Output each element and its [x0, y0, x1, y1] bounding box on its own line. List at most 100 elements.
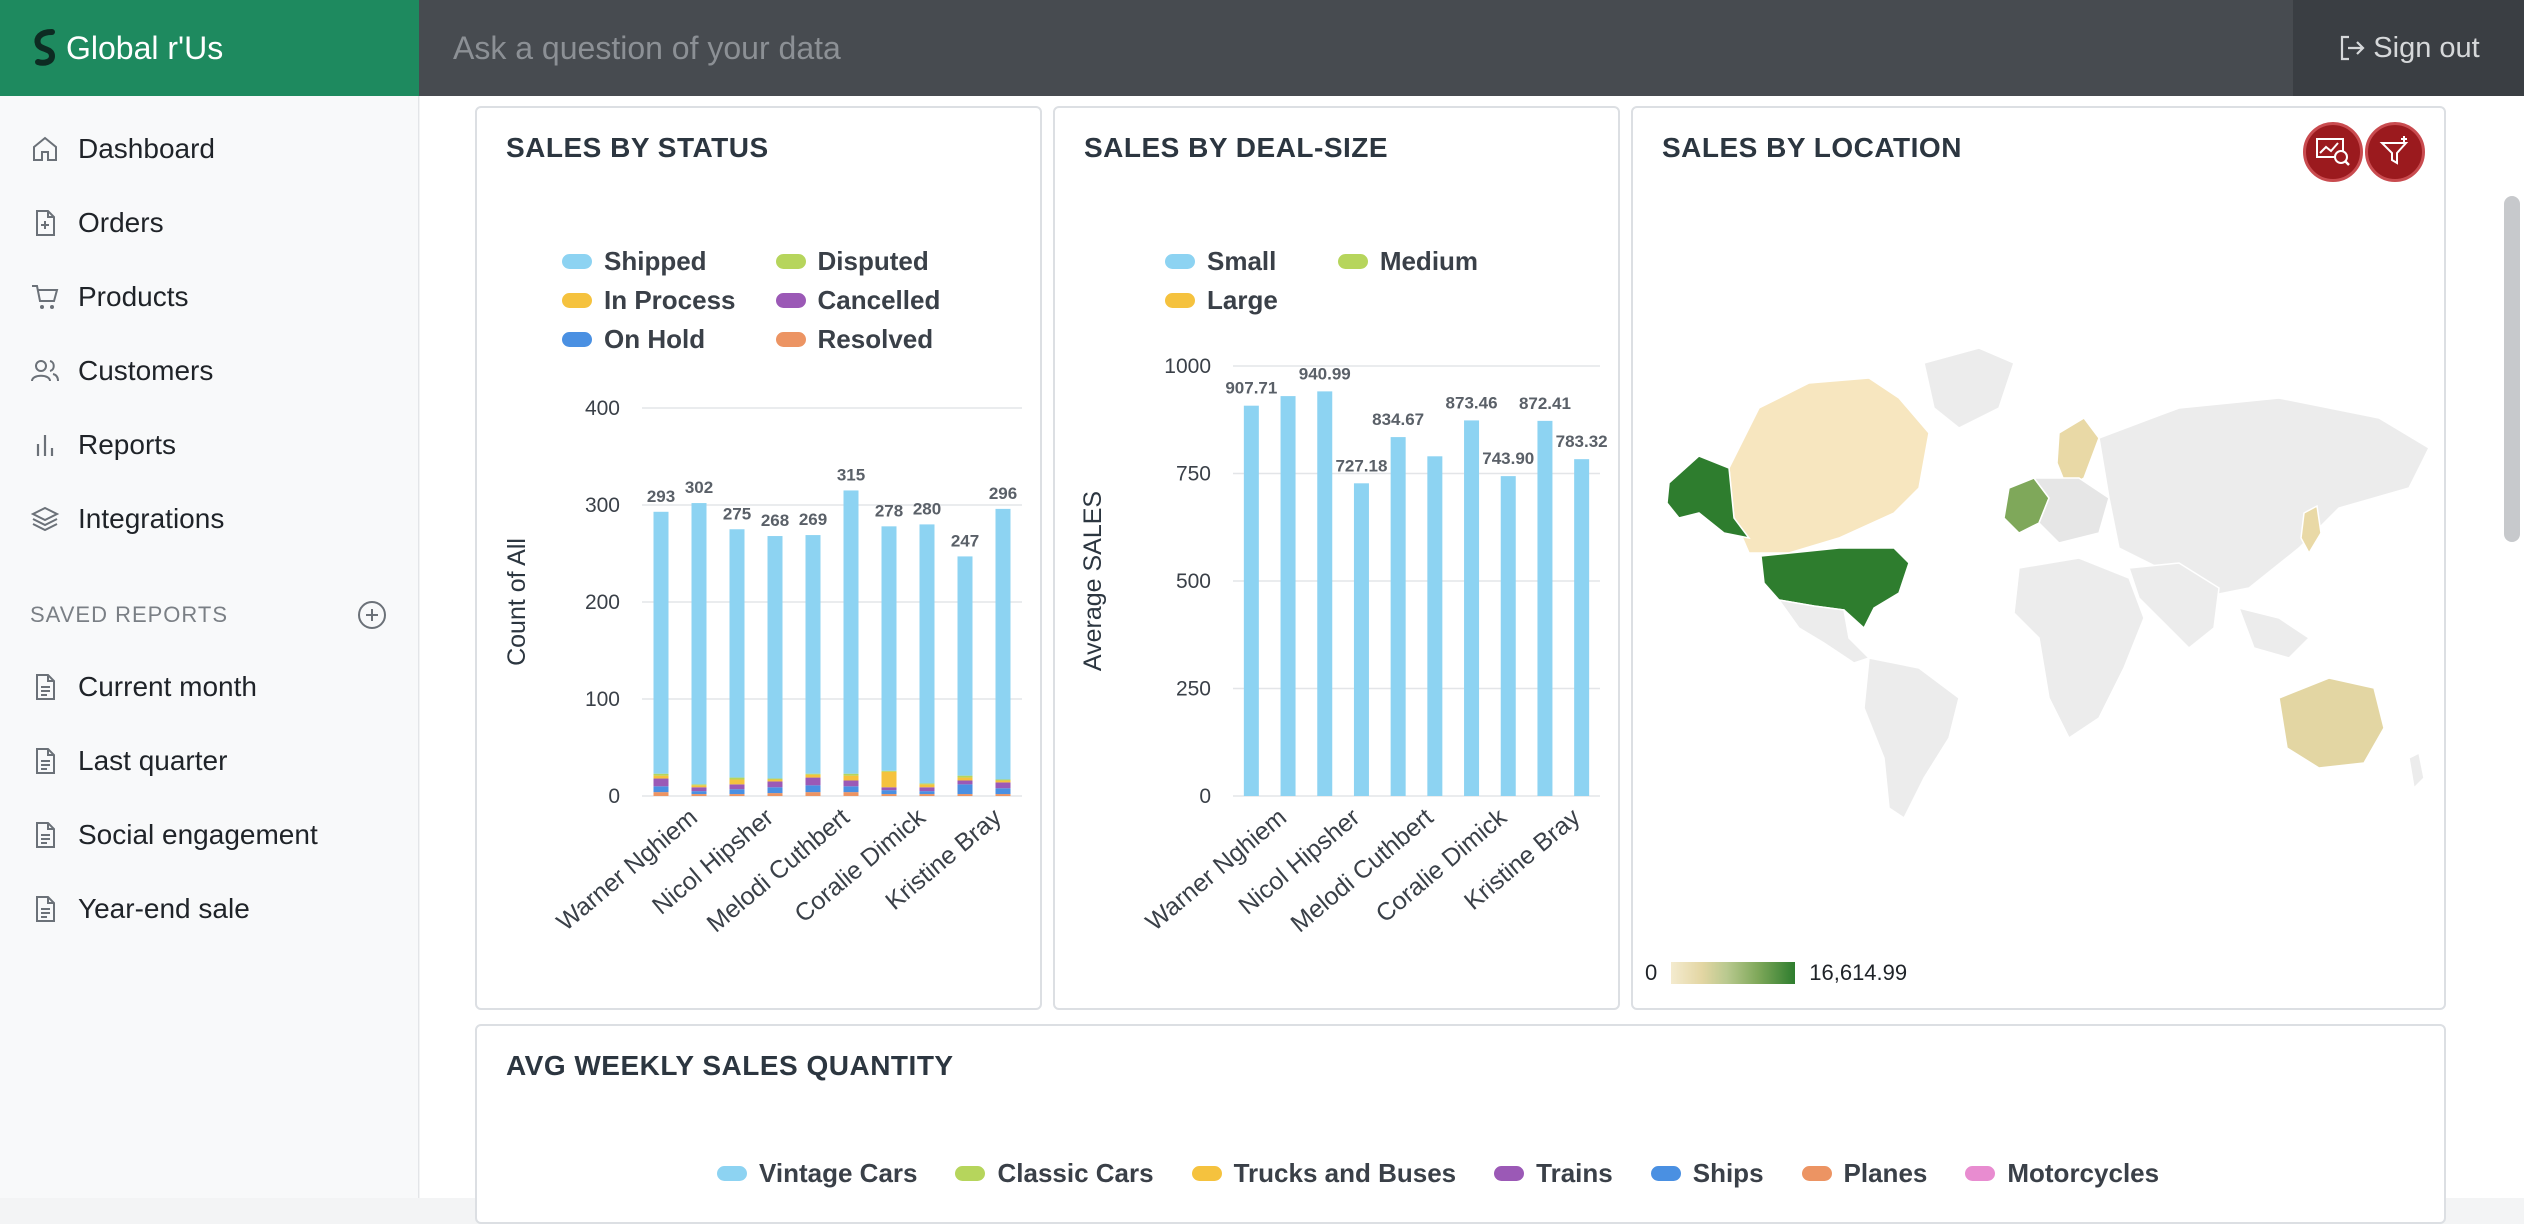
scale-max: 16,614.99 — [1809, 960, 1908, 985]
bar-segment — [843, 773, 859, 776]
bar-segment — [995, 788, 1011, 795]
data-label: 907.71 — [1225, 379, 1277, 398]
legend-item-planes[interactable]: Planes — [1801, 1158, 1927, 1189]
saved-report-social-engagement[interactable]: Social engagement — [0, 798, 418, 872]
legend-swatch — [1965, 1166, 1996, 1181]
map-region-usa[interactable] — [1760, 547, 1910, 630]
data-label: 940.99 — [1299, 364, 1351, 383]
legend-item-large[interactable]: Large — [1165, 285, 1278, 316]
y-tick-label: 400 — [585, 397, 620, 420]
world-map[interactable] — [1639, 338, 2439, 858]
dashboard-content: SALES BY STATUS Shipped Disputed In Proc… — [420, 96, 2524, 1224]
y-tick-label: 200 — [585, 591, 620, 614]
bar-segment — [767, 781, 783, 788]
legend-item-cancelled[interactable]: Cancelled — [775, 285, 940, 316]
layers-icon — [30, 506, 60, 532]
add-circle-icon[interactable] — [356, 599, 388, 631]
saved-report-year-end-sale[interactable]: Year-end sale — [0, 872, 418, 946]
map-region-central-europe[interactable] — [2032, 477, 2110, 544]
map-region-canada[interactable] — [1728, 377, 1930, 554]
scale-min: 0 — [1645, 960, 1658, 985]
legend-item-ships[interactable]: Ships — [1650, 1158, 1764, 1189]
chart-legend: Shipped Disputed In Process Cancelled On… — [562, 246, 940, 355]
legend-item-on-hold[interactable]: On Hold — [562, 324, 736, 355]
search-input[interactable] — [453, 29, 2293, 67]
bar-segment — [881, 771, 897, 788]
bar-segment — [957, 775, 973, 778]
y-tick-label: 500 — [1176, 570, 1211, 593]
sidebar-item-reports[interactable]: Reports — [0, 408, 418, 482]
legend-item-shipped[interactable]: Shipped — [562, 246, 736, 277]
document-icon — [36, 748, 55, 774]
legend-item-in-process[interactable]: In Process — [562, 285, 736, 316]
map-region-southeast-asia[interactable] — [2237, 606, 2311, 659]
bar-segment — [767, 779, 783, 782]
sidebar-item-integrations[interactable]: Integrations — [0, 482, 418, 556]
bar-segment — [919, 794, 935, 796]
map-region-scandinavia[interactable] — [2056, 417, 2100, 490]
bar — [1464, 420, 1480, 796]
map-region-new-zealand[interactable] — [2408, 751, 2425, 790]
insights-button[interactable] — [2303, 122, 2363, 182]
vertical-scrollbar[interactable] — [2504, 196, 2520, 542]
y-tick-label: 0 — [608, 785, 620, 808]
map-region-australia[interactable] — [2278, 677, 2385, 769]
sign-out-button[interactable]: Sign out — [2293, 0, 2524, 96]
map-region-middle-east[interactable] — [2127, 562, 2220, 650]
bar-segment — [957, 794, 973, 796]
card-avg-weekly-sales: AVG WEEKLY SALES QUANTITY Vintage Cars C… — [475, 1024, 2446, 1224]
scale-gradient — [1671, 962, 1796, 984]
filter-button[interactable] — [2365, 122, 2425, 182]
bar-segment — [957, 784, 973, 795]
legend-item-medium[interactable]: Medium — [1337, 246, 1478, 277]
brand[interactable]: Global r'Us — [0, 0, 419, 96]
legend-item-trucks-and-buses[interactable]: Trucks and Buses — [1191, 1158, 1456, 1189]
data-label: 278 — [875, 501, 903, 520]
bar-segment — [653, 773, 669, 776]
legend-swatch — [1494, 1166, 1525, 1181]
data-label: 834.67 — [1372, 410, 1424, 429]
legend-item-motorcycles[interactable]: Motorcycles — [1965, 1158, 2159, 1189]
map-region-south-america[interactable] — [1863, 657, 1960, 820]
y-tick-label: 300 — [585, 494, 620, 517]
data-label: 873.46 — [1446, 393, 1498, 412]
bar-segment — [881, 794, 897, 796]
legend-label: In Process — [604, 285, 736, 315]
sidebar-item-customers[interactable]: Customers — [0, 334, 418, 408]
bar-segment — [919, 791, 935, 795]
legend-swatch — [1337, 254, 1368, 269]
sidebar-item-orders[interactable]: Orders — [0, 186, 418, 260]
bar-segment — [691, 785, 707, 788]
bar-segment — [653, 775, 669, 779]
sidebar-item-label: Customers — [78, 355, 214, 386]
bar — [1427, 456, 1443, 796]
map-region-greenland[interactable] — [1923, 347, 2015, 429]
sidebar-item-products[interactable]: Products — [0, 260, 418, 334]
brand-logo-icon — [34, 29, 56, 66]
legend-item-vintage-cars[interactable]: Vintage Cars — [717, 1158, 917, 1189]
sidebar-item-label: Products — [78, 281, 189, 312]
bar-segment — [995, 782, 1011, 789]
saved-report-current-month[interactable]: Current month — [0, 650, 418, 724]
legend-item-small[interactable]: Small — [1165, 246, 1278, 277]
map-region-alaska[interactable] — [1666, 455, 1751, 540]
legend-label: Classic Cars — [997, 1158, 1154, 1188]
bar-segment — [843, 780, 859, 787]
sidebar-item-dashboard[interactable]: Dashboard — [0, 112, 418, 186]
bar-segment — [805, 774, 821, 778]
legend-item-trains[interactable]: Trains — [1494, 1158, 1613, 1189]
map-region-africa[interactable] — [2013, 557, 2145, 740]
data-label: 275 — [723, 504, 751, 523]
saved-reports-header: SAVED REPORTS — [0, 580, 418, 650]
data-label: 296 — [989, 484, 1017, 503]
saved-report-last-quarter[interactable]: Last quarter — [0, 724, 418, 798]
bar-segment — [729, 784, 745, 790]
legend-item-disputed[interactable]: Disputed — [775, 246, 941, 277]
legend-item-classic-cars[interactable]: Classic Cars — [955, 1158, 1154, 1189]
y-axis-label: Count of All — [503, 538, 531, 666]
bar-segment — [653, 511, 669, 774]
map-region-japan[interactable] — [2300, 504, 2322, 555]
legend-label: Small — [1207, 246, 1277, 276]
bar — [1500, 476, 1516, 796]
legend-item-resolved[interactable]: Resolved — [775, 324, 941, 355]
